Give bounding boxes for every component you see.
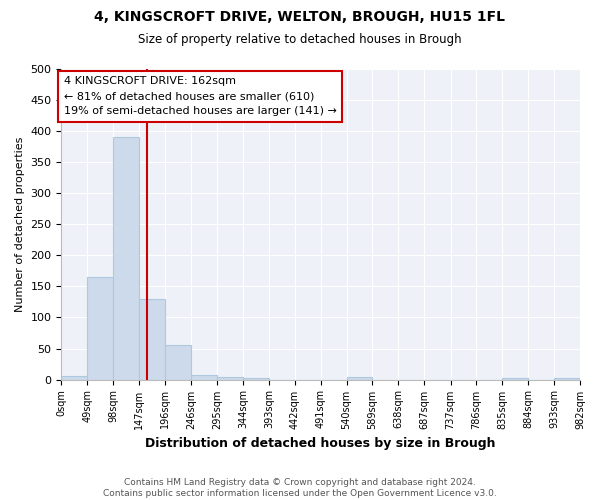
Bar (217, 377, 243, 380)
Text: 4 KINGSCROFT DRIVE: 162sqm
← 81% of detached houses are smaller (610)
19% of sem: 4 KINGSCROFT DRIVE: 162sqm ← 81% of deta… (64, 76, 337, 116)
Y-axis label: Number of detached properties: Number of detached properties (15, 136, 25, 312)
Bar (165, 346, 191, 380)
X-axis label: Distribution of detached houses by size in Brough: Distribution of detached houses by size … (145, 437, 496, 450)
Bar (113, 138, 139, 380)
Bar (502, 378, 528, 380)
Bar (347, 377, 373, 380)
Bar (554, 378, 580, 380)
Bar (243, 378, 269, 380)
Text: 4, KINGSCROFT DRIVE, WELTON, BROUGH, HU15 1FL: 4, KINGSCROFT DRIVE, WELTON, BROUGH, HU1… (95, 10, 505, 24)
Bar (87, 277, 113, 380)
Bar (191, 374, 217, 380)
Text: Contains HM Land Registry data © Crown copyright and database right 2024.
Contai: Contains HM Land Registry data © Crown c… (103, 478, 497, 498)
Text: Size of property relative to detached houses in Brough: Size of property relative to detached ho… (138, 32, 462, 46)
Bar (139, 299, 165, 380)
Bar (61, 376, 87, 380)
